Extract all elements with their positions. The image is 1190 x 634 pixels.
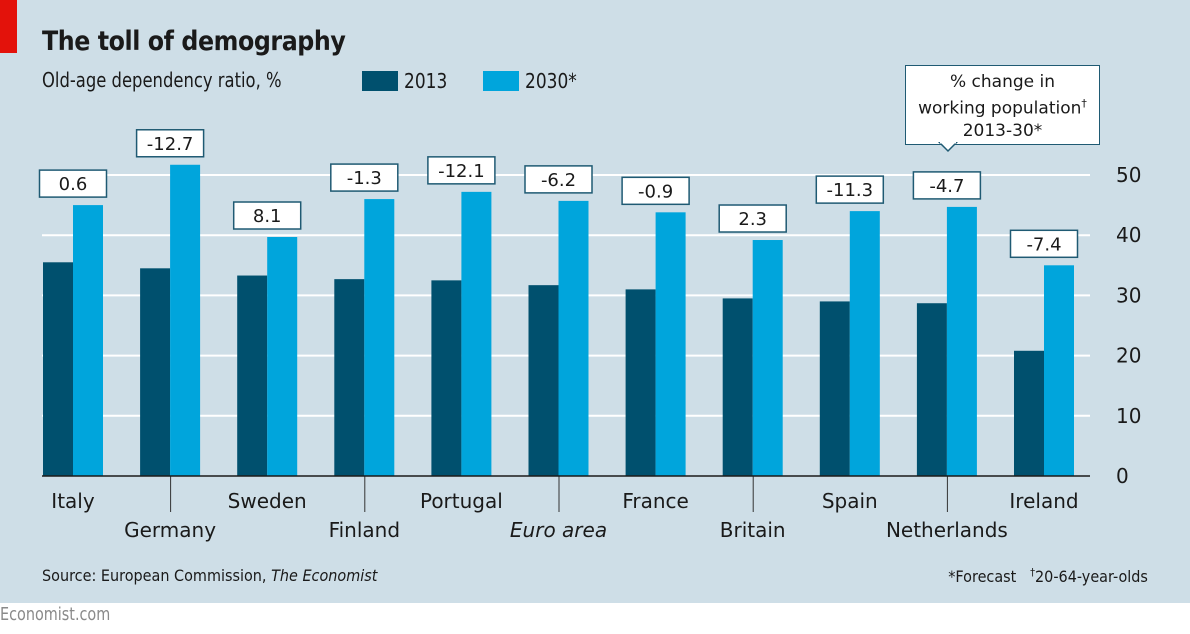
category-label-finland: Finland <box>329 518 400 542</box>
y-tick-label-10: 10 <box>1116 404 1141 428</box>
annotation-value-euro-area: -6.2 <box>541 170 576 191</box>
annotation-box-euro-area <box>524 165 593 194</box>
annotation-value-germany: -12.7 <box>147 134 194 155</box>
category-label-france: France <box>622 489 689 513</box>
bar-portugal-2013 <box>431 280 462 476</box>
y-tick-label-40: 40 <box>1116 223 1141 247</box>
footnote: *Forecast †20-64-year-olds <box>948 566 1148 586</box>
annotation-box-germany <box>135 129 205 158</box>
bar-sweden-2030 <box>267 237 298 476</box>
bar-france-2030 <box>655 212 686 476</box>
brand-red-tab <box>0 0 17 53</box>
category-label-germany: Germany <box>124 518 216 542</box>
bar-britain-2013 <box>722 298 753 476</box>
legend-swatch-2030 <box>483 71 519 91</box>
bar-netherlands-2013 <box>916 303 947 476</box>
footnote-forecast: *Forecast <box>948 567 1017 586</box>
dagger-mark: † <box>1081 97 1087 110</box>
category-label-britain: Britain <box>720 518 786 542</box>
bar-finland-2030 <box>364 199 395 476</box>
y-tick-label-30: 30 <box>1116 283 1141 307</box>
legend-label-2013: 2013 <box>404 69 448 93</box>
annotation-box-spain <box>815 175 885 204</box>
bar-euro-area-2013 <box>528 285 559 476</box>
annotation-box-netherlands <box>912 171 982 200</box>
callout-line-3: 2013-30* <box>962 120 1043 141</box>
footnote-dagger-mark: † <box>1030 566 1036 579</box>
chart-title: The toll of demography <box>42 26 346 57</box>
bar-spain-2013 <box>819 301 850 476</box>
category-label-netherlands: Netherlands <box>886 518 1008 542</box>
bar-germany-2013 <box>140 268 171 476</box>
annotation-value-sweden: 8.1 <box>253 206 282 227</box>
bar-netherlands-2030 <box>946 206 977 476</box>
annotation-value-ireland: -7.4 <box>1026 234 1061 255</box>
brand-footer: Economist.com <box>0 604 111 625</box>
chart-subtitle: Old-age dependency ratio, % <box>42 68 282 92</box>
bar-germany-2030 <box>170 164 201 477</box>
bar-portugal-2030 <box>461 191 492 476</box>
legend-item-2013: 2013 <box>362 69 455 93</box>
bar-sweden-2013 <box>237 275 268 476</box>
legend-label-2030: 2030* <box>525 69 577 93</box>
category-label-spain: Spain <box>822 489 878 513</box>
annotation-value-netherlands: -4.7 <box>929 176 964 197</box>
annotation-value-france: -0.9 <box>638 181 673 202</box>
y-tick-label-50: 50 <box>1116 163 1141 187</box>
bar-italy-2030 <box>73 205 103 476</box>
footnote-dagger: 20-64-year-olds <box>1035 567 1148 586</box>
annotation-box-france <box>621 176 690 206</box>
callout-line-2-text: working population <box>918 98 1082 119</box>
callout-line-1: % change in <box>949 72 1056 92</box>
source-text: Source: European Commission, <box>42 566 272 585</box>
annotation-value-finland: -1.3 <box>347 168 382 189</box>
bar-ireland-2030 <box>1044 265 1074 476</box>
bar-chart: 0 10 20 30 40 50 0.6 Italy -12.7 Germany 8.1 Sweden… <box>38 129 1141 542</box>
category-label-ireland: Ireland <box>1009 489 1078 513</box>
category-label-euro-area: Euro area <box>510 518 607 542</box>
annotation-value-britain: 2.3 <box>738 209 767 230</box>
annotation-box-italy <box>38 169 108 198</box>
bar-spain-2030 <box>849 211 880 476</box>
annotation-box-portugal <box>427 156 496 185</box>
legend-item-2030: 2030* <box>483 69 586 93</box>
annotation-value-italy: 0.6 <box>59 174 88 195</box>
source-note: Source: European Commission, The Economi… <box>42 566 377 585</box>
bar-finland-2013 <box>334 279 365 476</box>
bar-italy-2013 <box>43 262 73 476</box>
annotation-callout: % change in working population† 2013-30* <box>905 65 1100 145</box>
category-label-italy: Italy <box>51 489 95 513</box>
annotation-value-spain: -11.3 <box>827 180 874 201</box>
annotation-box-sweden <box>232 201 302 230</box>
callout-pointer <box>938 142 958 153</box>
annotation-value-portugal: -12.1 <box>438 161 485 182</box>
bar-france-2013 <box>625 289 656 476</box>
annotation-box-ireland <box>1009 229 1079 259</box>
annotation-box-finland <box>330 163 399 192</box>
bar-britain-2030 <box>752 240 783 476</box>
y-tick-label-20: 20 <box>1116 344 1141 368</box>
bar-ireland-2013 <box>1014 350 1044 476</box>
annotation-box-britain <box>718 204 787 233</box>
bar-euro-area-2030 <box>558 200 589 477</box>
legend-swatch-2013 <box>362 71 398 91</box>
category-label-portugal: Portugal <box>420 489 503 513</box>
callout-line-2: working population† <box>906 93 1099 120</box>
y-tick-label-0: 0 <box>1116 464 1129 488</box>
category-label-sweden: Sweden <box>228 489 307 513</box>
source-italic: The Economist <box>271 566 378 585</box>
